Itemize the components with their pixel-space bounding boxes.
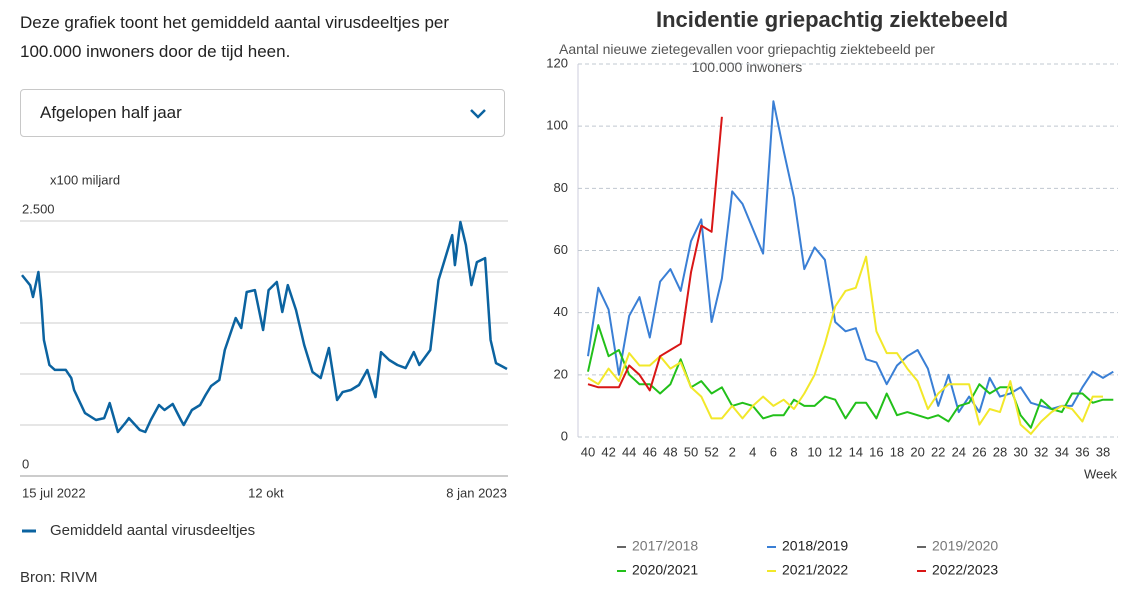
x-tick-label: 32	[1034, 444, 1048, 459]
legend-label: 2018/2019	[782, 538, 848, 554]
x-tick-label: 8 jan 2023	[446, 485, 507, 500]
chart-title: Incidentie griepachtig ziektebeeld	[656, 7, 1008, 32]
y-tick-label: 60	[554, 242, 568, 257]
data-line	[21, 220, 508, 434]
x-tick-label: 28	[993, 444, 1007, 459]
x-tick-label: 24	[952, 444, 966, 459]
x-tick-label: 14	[849, 444, 863, 459]
x-tick-label: 15 jul 2022	[22, 485, 86, 500]
y-axis-label: x100 miljard	[50, 172, 120, 187]
legend-label: 2017/2018	[632, 538, 698, 554]
x-tick-label: 20	[910, 444, 924, 459]
y-tick-label: 100	[546, 118, 568, 133]
x-tick-label: 52	[704, 444, 718, 459]
x-tick-label: 22	[931, 444, 945, 459]
x-tick-label: 46	[643, 444, 657, 459]
y-tick-label: 2.500	[22, 201, 55, 216]
data-line	[587, 100, 1114, 414]
legend-label: Gemiddeld aantal virusdeeltjes	[50, 522, 255, 539]
x-tick-label: 48	[663, 444, 677, 459]
x-tick-label: 36	[1075, 444, 1089, 459]
data-line	[587, 324, 1114, 429]
x-tick-label: 4	[749, 444, 756, 459]
x-tick-label: 10	[807, 444, 821, 459]
x-tick-label: 16	[869, 444, 883, 459]
x-tick-label: 6	[770, 444, 777, 459]
x-tick-label: 34	[1055, 444, 1069, 459]
y-tick-label: 0	[22, 456, 29, 471]
data-line	[587, 116, 723, 392]
x-tick-label: 8	[790, 444, 797, 459]
x-tick-label: 38	[1096, 444, 1110, 459]
x-tick-label: 44	[622, 444, 636, 459]
y-tick-label: 0	[561, 428, 568, 443]
x-tick-label: 42	[601, 444, 615, 459]
x-tick-label: 50	[684, 444, 698, 459]
source: Bron: RIVM	[20, 569, 98, 586]
legend-label: 2019/2020	[932, 538, 998, 554]
x-tick-label: 26	[972, 444, 986, 459]
description: Deze grafiek toont het gemiddeld aantal …	[20, 13, 450, 61]
legend-label: 2021/2022	[782, 562, 848, 578]
x-tick-label: 30	[1013, 444, 1027, 459]
x-tick-label: 18	[890, 444, 904, 459]
x-axis-label: Week	[1084, 466, 1117, 481]
dropdown-label: Afgelopen half jaar	[40, 103, 182, 122]
chevron-icon	[470, 109, 486, 119]
y-tick-label: 80	[554, 180, 568, 195]
x-tick-label: 2	[729, 444, 736, 459]
data-line	[587, 255, 1103, 435]
x-tick-label: 40	[581, 444, 595, 459]
dropdown[interactable]: Afgelopen half jaar	[20, 89, 505, 137]
x-tick-label: 12 okt	[248, 485, 284, 500]
y-tick-label: 120	[546, 55, 568, 70]
y-tick-label: 40	[554, 304, 568, 319]
legend-label: 2022/2023	[932, 562, 998, 578]
y-tick-label: 20	[554, 366, 568, 381]
chart-subtitle: Aantal nieuwe zietegevallen voor griepac…	[559, 41, 935, 75]
legend-label: 2020/2021	[632, 562, 698, 578]
x-tick-label: 12	[828, 444, 842, 459]
